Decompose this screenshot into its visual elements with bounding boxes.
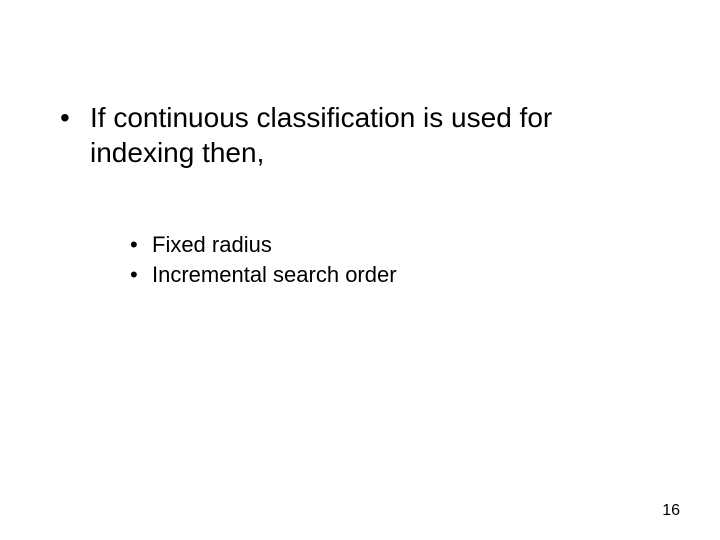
main-bullet-text: If continuous classification is used for…: [90, 102, 552, 168]
sub-bullet-item: Incremental search order: [130, 260, 660, 290]
slide: If continuous classification is used for…: [0, 0, 720, 540]
page-number: 16: [662, 502, 680, 520]
sub-bullet-list: Fixed radius Incremental search order: [130, 230, 660, 289]
sub-bullet-text-1: Incremental search order: [152, 262, 397, 287]
main-bullet-list: If continuous classification is used for…: [60, 100, 660, 289]
sub-bullet-text-0: Fixed radius: [152, 232, 272, 257]
sub-bullet-item: Fixed radius: [130, 230, 660, 260]
main-bullet-item: If continuous classification is used for…: [60, 100, 660, 289]
